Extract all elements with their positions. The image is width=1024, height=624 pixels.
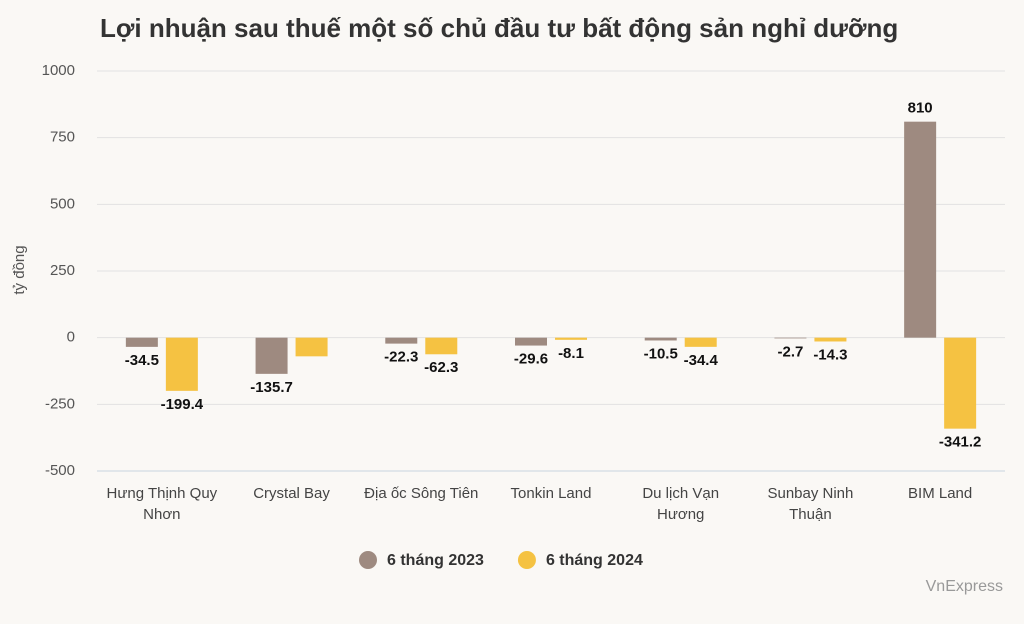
source: VnExpress xyxy=(926,578,1003,595)
x-tick-label: Du lịch Vạn Hương xyxy=(642,485,720,523)
y-tick-label: 1000 xyxy=(42,62,75,79)
data-label: -22.3 xyxy=(384,349,418,366)
bar xyxy=(644,337,677,341)
bar xyxy=(814,337,847,342)
x-tick-label: BIM Land xyxy=(908,485,973,502)
legend-marker xyxy=(359,551,377,569)
bar xyxy=(385,337,418,344)
y-tick-label: -250 xyxy=(45,395,75,412)
y-tick-label: 500 xyxy=(50,195,75,212)
data-label: -14.3 xyxy=(813,346,847,363)
bar xyxy=(425,337,458,355)
legend-label: 6 tháng 2023 xyxy=(387,552,484,569)
x-tick-label: Địa ốc Sông Tiên xyxy=(364,485,479,502)
x-tick-label: Hưng Thịnh Quy Nhơn xyxy=(106,485,218,523)
bar xyxy=(295,337,328,357)
x-tick-label: Sunbay Ninh Thuận xyxy=(767,485,854,523)
data-label: 810 xyxy=(908,100,933,117)
data-label: -34.4 xyxy=(684,352,719,369)
data-label: -2.7 xyxy=(777,343,803,360)
y-axis-label: tỷ đồng xyxy=(11,245,28,294)
bar xyxy=(774,337,807,339)
bar xyxy=(255,337,288,374)
data-label: -341.2 xyxy=(939,434,982,451)
data-label: -199.4 xyxy=(161,396,204,413)
data-label: -10.5 xyxy=(644,345,678,362)
bar xyxy=(515,337,547,346)
x-tick-label: Crystal Bay xyxy=(253,485,330,502)
y-tick-label: 750 xyxy=(50,129,75,146)
bar xyxy=(684,337,717,347)
data-label: -29.6 xyxy=(514,351,548,368)
bar xyxy=(944,337,977,429)
y-tick-label: 0 xyxy=(67,329,75,346)
legend-label: 6 tháng 2024 xyxy=(546,552,643,569)
data-label: -34.5 xyxy=(125,352,159,369)
data-label: -135.7 xyxy=(250,379,293,396)
x-tick-label: Tonkin Land xyxy=(510,485,592,502)
y-tick-label: 250 xyxy=(50,262,75,279)
data-label: -62.3 xyxy=(424,359,458,376)
chart-title: Lợi nhuận sau thuế một số chủ đầu tư bất… xyxy=(100,13,898,43)
bar xyxy=(555,337,587,340)
bar xyxy=(904,121,937,338)
bar xyxy=(125,337,158,347)
bar xyxy=(165,337,198,391)
legend-marker xyxy=(517,551,536,569)
data-label: -8.1 xyxy=(558,345,584,362)
y-tick-label: -500 xyxy=(45,462,75,479)
